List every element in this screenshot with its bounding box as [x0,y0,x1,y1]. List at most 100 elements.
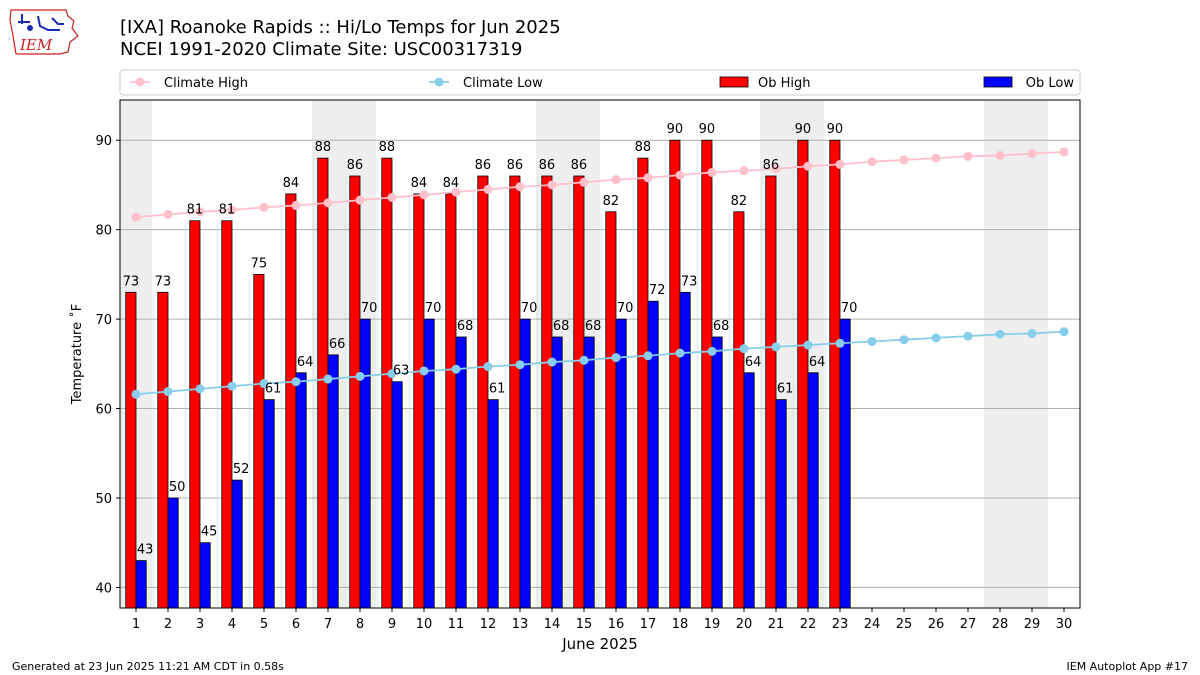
x-tick-label: 23 [832,617,849,632]
climate-low-point [355,371,365,381]
legend-point-marker [135,77,145,87]
ob-high-label: 90 [667,122,684,137]
chart-subtitle: NCEI 1991-2020 Climate Site: USC00317319 [120,39,523,60]
ob-low-bar [359,318,371,609]
ob-high-label: 88 [635,140,652,155]
ob-low-label: 72 [649,283,666,298]
ob-low-label: 66 [329,337,346,352]
climate-low-point [131,389,141,399]
climate-high-point [323,198,333,208]
ob-low-label: 68 [585,319,602,334]
climate-high-point [643,173,653,183]
ob-high-bar [573,175,585,609]
climate-low-point [547,357,557,367]
climate-low-point [963,331,973,341]
climate-high-point [835,159,845,169]
y-axis-label: Temperature ˚F [69,304,85,405]
climate-low-point [419,366,429,376]
x-tick-label: 1 [132,617,140,632]
ob-high-bar [125,291,137,609]
ob-low-bar [551,336,563,609]
ob-high-label: 81 [219,203,236,218]
x-axis-label: June 2025 [561,635,638,653]
ob-high-label: 86 [507,158,524,173]
ob-high-bar [669,139,681,609]
climate-low-point [259,379,269,389]
climate-low-point [579,355,589,365]
climate-high-point [387,192,397,202]
x-tick-label: 5 [260,617,268,632]
climate-high-point [611,175,621,185]
ob-low-label: 64 [809,355,826,370]
ob-low-label: 68 [713,319,730,334]
generated-timestamp: Generated at 23 Jun 2025 11:21 AM CDT in… [12,660,284,673]
climate-high-point [995,150,1005,160]
ob-low-bar [135,560,147,609]
ob-high-label: 86 [347,158,364,173]
ob-low-label: 61 [265,382,282,397]
ob-low-label: 70 [521,301,538,316]
ob-low-bar [679,291,691,609]
x-tick-label: 11 [448,617,465,632]
ob-high-label: 88 [379,140,396,155]
legend-point-marker [434,77,444,87]
x-tick-label: 29 [1024,617,1041,632]
ob-low-label: 45 [201,525,218,540]
ob-high-bar [189,220,201,609]
ob-low-label: 61 [489,382,506,397]
ob-high-bar [509,175,521,609]
climate-low-point [835,338,845,348]
legend-label: Ob High [758,76,811,91]
climate-low-point [867,336,877,346]
ob-high-label: 86 [571,158,588,173]
climate-low-point [515,360,525,370]
x-tick-label: 17 [640,617,657,632]
y-tick-label: 50 [95,492,112,507]
x-tick-label: 28 [992,617,1009,632]
climate-high-point [739,166,749,176]
climate-low-point [611,353,621,363]
climate-high-point [419,190,429,200]
ob-high-bar [413,193,425,609]
climate-high-point [867,157,877,167]
legend-bar-marker [983,76,1013,88]
ob-low-label: 70 [617,301,634,316]
climate-low-point [227,381,237,391]
ob-low-bar [743,372,755,609]
x-tick-label: 25 [896,617,913,632]
climate-low-point [643,351,653,361]
x-tick-label: 3 [196,617,204,632]
climate-high-point [771,164,781,174]
x-tick-label: 21 [768,617,785,632]
climate-high-point [451,187,461,197]
climate-high-point [803,161,813,171]
ob-high-bar [253,274,265,609]
legend-box [119,69,1081,96]
climate-high-point [675,170,685,180]
ob-low-bar [615,318,627,609]
ob-low-bar [647,300,659,609]
climate-low-point [675,348,685,358]
climate-high-point [963,151,973,161]
ob-high-label: 90 [795,122,812,137]
y-tick-label: 60 [95,403,112,418]
ob-high-bar [765,175,777,609]
climate-low-line [135,330,1065,396]
ob-low-bar [807,372,819,609]
iowa-state-outline [9,9,79,55]
x-tick-label: 18 [672,617,689,632]
climate-high-point [547,180,557,190]
ob-high-bar [221,220,233,609]
ob-low-bar [775,399,787,609]
ob-low-label: 52 [233,462,250,477]
ob-high-label: 84 [283,176,300,191]
ob-high-label: 73 [155,274,172,289]
app-credit: IEM Autoplot App #17 [1066,660,1189,673]
ob-high-label: 90 [827,122,844,137]
ob-high-label: 75 [251,256,268,271]
ob-high-label: 86 [763,158,780,173]
x-tick-label: 8 [356,617,364,632]
ob-low-bar [487,399,499,609]
ob-low-label: 50 [169,480,186,495]
